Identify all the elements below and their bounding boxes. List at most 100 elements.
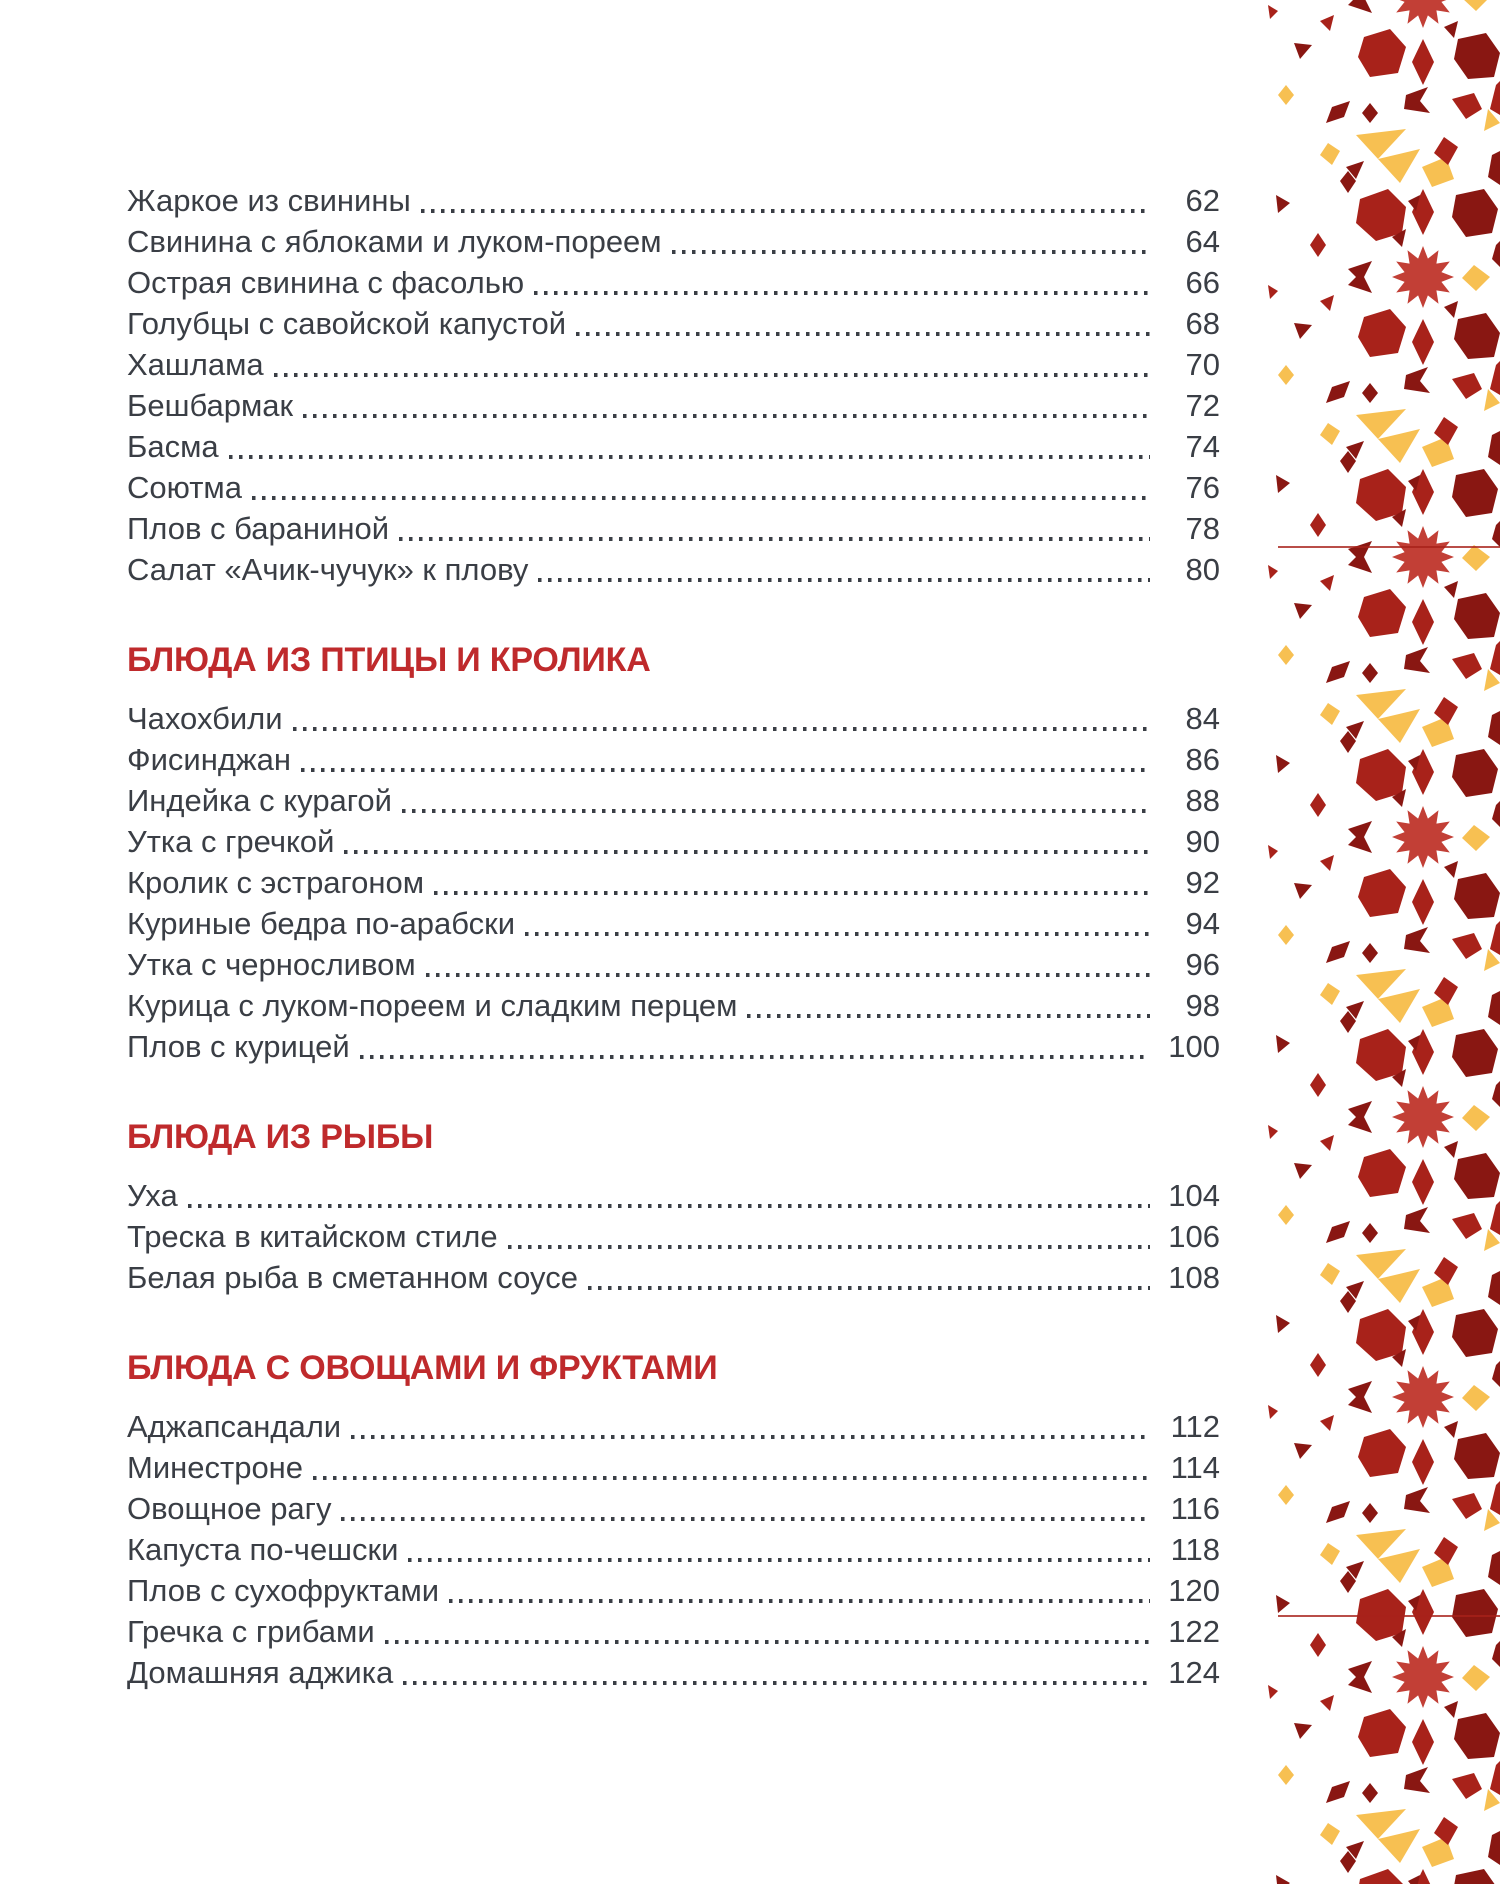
page-number: 112 (1170, 1409, 1220, 1444)
recipe-title: Капуста по-чешски (127, 1532, 399, 1567)
toc-entry[interactable]: Аджапсандали 112 (127, 1406, 1220, 1447)
recipe-title: Жаркое из свинины (127, 183, 411, 218)
page-number: 68 (1185, 306, 1220, 341)
toc-entry[interactable]: Белая рыба в сметанном соусе 108 (127, 1257, 1220, 1298)
dot-leader (292, 727, 1150, 731)
toc-section: БЛЮДА С ОВОЩАМИ И ФРУКТАМИ Аджапсандали 11… (127, 1348, 1220, 1693)
toc-section: Жаркое из свинины 62 Свинина с яблоками и … (127, 180, 1220, 590)
toc-entry[interactable]: Плов с курицей 100 (127, 1026, 1220, 1067)
page-number: 88 (1185, 783, 1220, 818)
dot-leader (525, 932, 1150, 936)
recipe-title: Домашняя аджика (127, 1655, 394, 1690)
page-number: 80 (1185, 552, 1220, 587)
toc-entry[interactable]: Капуста по-чешски 118 (127, 1529, 1220, 1570)
toc-entry[interactable]: Утка с гречкой 90 (127, 821, 1220, 862)
page-number: 122 (1168, 1614, 1220, 1649)
dot-leader (273, 373, 1150, 377)
dot-leader (507, 1245, 1150, 1249)
recipe-title: Плов с бараниной (127, 511, 390, 546)
recipe-title: Индейка с курагой (127, 783, 392, 818)
page-number: 74 (1185, 429, 1220, 464)
page-number: 66 (1185, 265, 1220, 300)
recipe-title: Плов с курицей (127, 1029, 350, 1064)
mosaic-ornament-svg (1268, 0, 1500, 1884)
dot-leader (359, 1055, 1150, 1059)
toc-entry[interactable]: Чахохбили 84 (127, 698, 1220, 739)
toc-entry[interactable]: Бешбармак 72 (127, 385, 1220, 426)
dot-leader (408, 1558, 1150, 1562)
recipe-title: Чахохбили (127, 701, 283, 736)
recipe-title: Фисинджан (127, 742, 292, 777)
dot-leader (384, 1640, 1150, 1644)
toc-entry[interactable]: Хашлама 70 (127, 344, 1220, 385)
toc-entry[interactable]: Свинина с яблоками и луком-пореем 64 (127, 221, 1220, 262)
toc-entry[interactable]: Домашняя аджика 124 (127, 1652, 1220, 1693)
recipe-title: Треска в китайском стиле (127, 1219, 498, 1254)
recipe-title: Бешбармак (127, 388, 294, 423)
section-heading: БЛЮДА ИЗ ПТИЦЫ И КРОЛИКА (127, 641, 651, 679)
toc-section: БЛЮДА ИЗ РЫБЫ Уха 104 Треска в китайском ст… (127, 1117, 1220, 1298)
toc-entry[interactable]: Салат «Ачик-чучук» к плову 80 (127, 549, 1220, 590)
toc-entry[interactable]: Овощное рагу 116 (127, 1488, 1220, 1529)
page-number: 94 (1185, 906, 1220, 941)
dot-leader (341, 1517, 1150, 1521)
toc-entry[interactable]: Острая свинина с фасолью 66 (127, 262, 1220, 303)
page-number: 84 (1185, 701, 1220, 736)
page-number: 116 (1170, 1491, 1220, 1526)
page-number: 90 (1185, 824, 1220, 859)
toc-entry[interactable]: Кролик с эстрагоном 92 (127, 862, 1220, 903)
toc-entry[interactable]: Плов с сухофруктами 120 (127, 1570, 1220, 1611)
toc-entry[interactable]: Индейка с курагой 88 (127, 780, 1220, 821)
recipe-title: Кролик с эстрагоном (127, 865, 425, 900)
recipe-title: Утка с черносливом (127, 947, 416, 982)
toc-entry[interactable]: Курица с луком-пореем и сладким перцем 98 (127, 985, 1220, 1026)
dot-leader (303, 414, 1150, 418)
toc-entry[interactable]: Фисинджан 86 (127, 739, 1220, 780)
dot-leader (344, 850, 1150, 854)
dot-leader (425, 973, 1150, 977)
recipe-title: Утка с гречкой (127, 824, 335, 859)
recipe-title: Плов с сухофруктами (127, 1573, 440, 1608)
toc-entry[interactable]: Плов с бараниной 78 (127, 508, 1220, 549)
dot-leader (301, 768, 1150, 772)
toc-entry[interactable]: Гречка с грибами 122 (127, 1611, 1220, 1652)
table-of-contents: Жаркое из свинины 62 Свинина с яблоками и … (127, 180, 1220, 1693)
toc-entry[interactable]: Голубцы с савойской капустой 68 (127, 303, 1220, 344)
recipe-title: Овощное рагу (127, 1491, 332, 1526)
recipe-title: Хашлама (127, 347, 264, 382)
dot-leader (534, 291, 1150, 295)
toc-entry[interactable]: Басма 74 (127, 426, 1220, 467)
toc-entry[interactable]: Утка с черносливом 96 (127, 944, 1220, 985)
toc-entry[interactable]: Минестроне 114 (127, 1447, 1220, 1488)
page-number: 72 (1185, 388, 1220, 423)
page-number: 100 (1168, 1029, 1220, 1064)
page-number: 108 (1168, 1260, 1220, 1295)
page-number: 62 (1185, 183, 1220, 218)
toc-entry[interactable]: Треска в китайском стиле 106 (127, 1216, 1220, 1257)
dot-leader (251, 496, 1150, 500)
recipe-title: Басма (127, 429, 219, 464)
page-number: 104 (1168, 1178, 1220, 1213)
toc-entry[interactable]: Жаркое из свинины 62 (127, 180, 1220, 221)
recipe-title: Белая рыба в сметанном соусе (127, 1260, 578, 1295)
dot-leader (401, 809, 1150, 813)
dot-leader (434, 891, 1150, 895)
page-number: 96 (1185, 947, 1220, 982)
toc-entry[interactable]: Соютма 76 (127, 467, 1220, 508)
dot-leader (313, 1476, 1150, 1480)
dot-leader (403, 1681, 1150, 1685)
dot-leader (399, 537, 1150, 541)
dot-leader (228, 455, 1150, 459)
toc-entry[interactable]: Уха 104 (127, 1175, 1220, 1216)
dot-leader (747, 1014, 1150, 1018)
page-number: 92 (1185, 865, 1220, 900)
toc-entry[interactable]: Куриные бедра по-арабски 94 (127, 903, 1220, 944)
dot-leader (351, 1435, 1150, 1439)
recipe-title: Салат «Ачик-чучук» к плову (127, 552, 529, 587)
page-number: 118 (1170, 1532, 1220, 1567)
page-number: 76 (1185, 470, 1220, 505)
mosaic-ornament (1260, 0, 1500, 1884)
page-number: 106 (1168, 1219, 1220, 1254)
page-number: 114 (1170, 1450, 1220, 1485)
